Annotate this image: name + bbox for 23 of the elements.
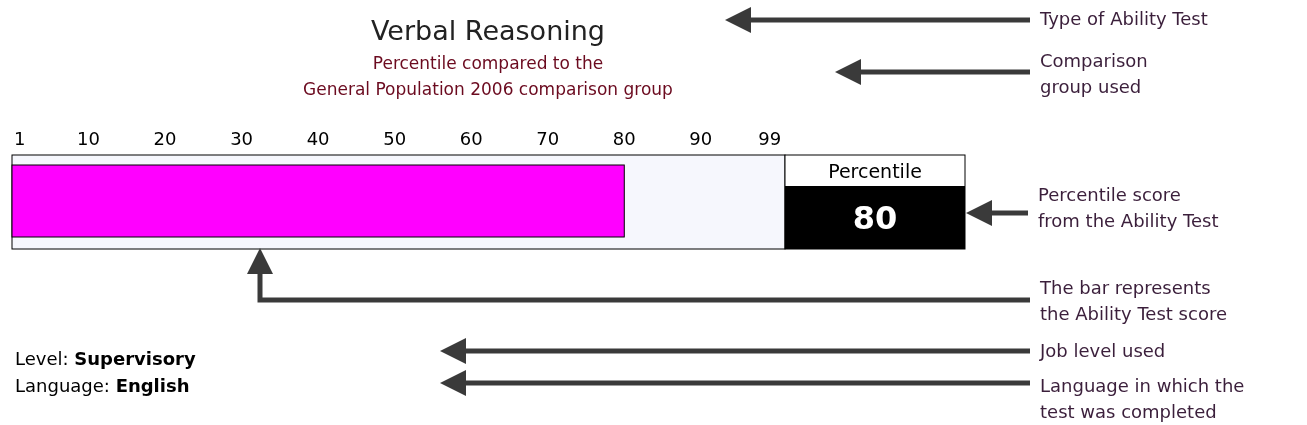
x-tick-label: 30 [230,128,254,149]
x-tick-label: 1 [13,128,26,149]
text: Job level used [1039,340,1166,361]
chart-title: Verbal Reasoning [370,15,606,46]
x-tick-label: 50 [383,128,407,149]
text: Level: Supervisory [15,348,196,369]
x-tick-label: 40 [306,128,330,149]
text: Language: English [15,375,190,396]
text: Language in which the test was completed [1040,375,1245,422]
text: Percentile [828,160,922,182]
x-tick-label: 80 [612,128,636,149]
text: Comparison group used [1040,50,1148,97]
x-tick-label: 10 [77,128,100,149]
x-tick-label: 20 [153,128,177,149]
text: The bar represents the Ability Test score [1039,277,1227,324]
text: 80 [852,199,898,237]
text: Percentile score from the Ability Test [1038,184,1219,231]
chart-subtitle: Percentile compared to the General Population 2006 comparison group [303,53,673,99]
x-tick-label: 99 [758,128,782,149]
x-tick-label: 70 [536,128,560,149]
text: Type of Ability Test [1039,8,1208,29]
x-tick-label: 60 [459,128,483,149]
x-tick-label: 90 [689,128,713,149]
